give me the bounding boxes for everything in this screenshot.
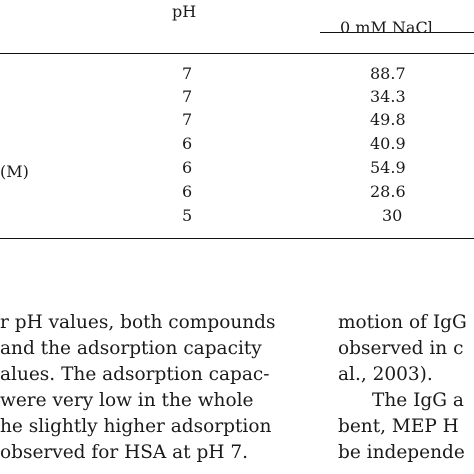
header-nacl: 0 mM NaCl — [340, 18, 433, 37]
cell-value: 49.8 — [370, 110, 406, 129]
cell-value: 40.9 — [370, 134, 406, 153]
header-ph: pH — [172, 2, 197, 21]
text-line: observed in c — [338, 338, 464, 359]
cell-ph: 5 — [182, 206, 193, 225]
cell-value: 30 — [382, 206, 403, 225]
table-bottom-rule — [0, 238, 474, 240]
text-line: al., 2003). — [338, 364, 433, 385]
cell-value: 54.9 — [370, 158, 406, 177]
text-line: motion of IgG — [338, 312, 467, 333]
cell-value: 34.3 — [370, 87, 406, 106]
text-line: he slightly higher adsorption — [0, 416, 272, 437]
text-line: alues. The adsorption capac- — [0, 364, 270, 385]
text-line: r pH values, both compounds — [0, 312, 276, 333]
text-line: The IgG a — [372, 390, 464, 411]
cell-ph: 7 — [182, 110, 193, 129]
header-group-rule — [320, 32, 474, 34]
text-line: and the adsorption capacity — [0, 338, 262, 359]
cell-ph: 7 — [182, 64, 193, 83]
cell-ph: 6 — [182, 158, 193, 177]
cell-value: 88.7 — [370, 64, 406, 83]
text-line: bent, MEP H — [338, 416, 459, 437]
cell-value: 28.6 — [370, 182, 406, 201]
text-line: observed for HSA at pH 7. — [0, 442, 248, 463]
cell-ph: 6 — [182, 134, 193, 153]
header-bottom-rule — [0, 53, 474, 55]
text-line: were very low in the whole — [0, 390, 254, 411]
row-stub-label: (M) — [0, 162, 29, 181]
text-line: be independe — [338, 442, 465, 463]
cell-ph: 7 — [182, 87, 193, 106]
cell-ph: 6 — [182, 182, 193, 201]
